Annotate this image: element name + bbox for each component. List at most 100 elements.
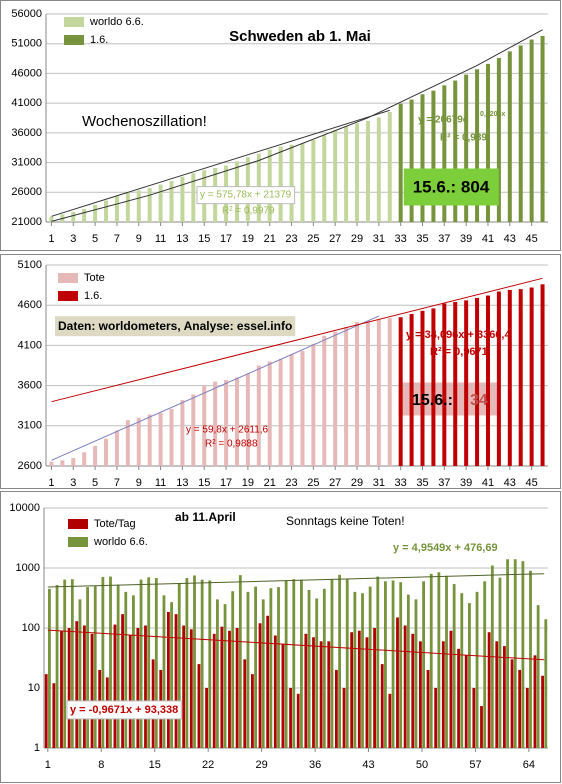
- bar: [136, 190, 141, 222]
- bar: [125, 192, 130, 222]
- bar: [503, 646, 506, 748]
- bar: [445, 575, 448, 748]
- bar: [480, 706, 483, 748]
- bar: [128, 634, 132, 748]
- bar: [485, 295, 490, 466]
- x-tick-label: 19: [242, 233, 254, 245]
- y-tick-label: 2600: [18, 460, 42, 472]
- y-tick-label: 21000: [11, 216, 42, 228]
- annotation: R² = 0,9671: [430, 346, 488, 358]
- bar: [342, 688, 346, 748]
- bar: [518, 669, 522, 748]
- bar: [434, 688, 438, 748]
- x-tick-label: 11: [155, 477, 166, 489]
- bar: [238, 575, 242, 748]
- x-tick-label: 45: [526, 477, 538, 489]
- bar: [483, 581, 487, 748]
- bar: [518, 289, 523, 466]
- bar: [541, 675, 544, 748]
- legend-label: worldo 6.6.: [89, 16, 144, 28]
- chart-title: Schweden ab 1. Mai: [229, 28, 371, 45]
- legend-label: 1.6.: [90, 34, 108, 46]
- bar: [322, 135, 327, 222]
- y-tick-label: 5100: [18, 259, 42, 271]
- bar: [361, 593, 364, 748]
- x-tick-label: 27: [329, 233, 341, 245]
- legend-label: Tote/Tag: [94, 518, 136, 530]
- bar: [536, 605, 540, 748]
- bar: [368, 586, 372, 748]
- bar: [338, 574, 341, 748]
- bar: [125, 420, 130, 466]
- bar: [93, 445, 98, 466]
- bar: [234, 377, 239, 466]
- bar: [93, 586, 97, 748]
- bar: [485, 63, 490, 222]
- x-tick-label: 5: [92, 233, 98, 245]
- legend-label: worldo 6.6.: [93, 536, 148, 548]
- bar: [506, 559, 509, 748]
- bar: [71, 211, 76, 222]
- bar: [60, 631, 63, 748]
- bar: [256, 365, 261, 466]
- x-tick-label: 21: [264, 233, 276, 245]
- bar: [355, 123, 360, 222]
- annotation: y = 4,9549x + 476,69: [393, 542, 498, 554]
- bar: [322, 335, 327, 466]
- bar: [464, 655, 468, 748]
- label-box: [66, 700, 182, 720]
- bar: [228, 630, 231, 748]
- bar: [330, 579, 334, 748]
- bar: [113, 624, 117, 748]
- bar: [104, 200, 109, 222]
- y-tick-label: 4100: [18, 339, 42, 351]
- x-tick-label: 29: [351, 233, 363, 245]
- y-tick-label: 10000: [9, 502, 40, 514]
- bar: [513, 559, 517, 748]
- bar: [124, 591, 128, 748]
- bar: [388, 693, 392, 748]
- bar: [422, 581, 425, 748]
- bar: [300, 143, 305, 222]
- bar: [304, 633, 308, 748]
- bar: [278, 359, 283, 466]
- x-tick-label: 1: [48, 477, 54, 489]
- x-tick-label: 39: [460, 477, 472, 489]
- x-tick-label: 13: [176, 477, 188, 489]
- bar: [510, 659, 514, 748]
- annotation: 15.6.:: [412, 392, 453, 409]
- legend-label: 1.6.: [84, 290, 102, 302]
- x-tick-label: 57: [469, 759, 481, 771]
- bar: [409, 314, 414, 466]
- bar: [267, 149, 272, 222]
- bar: [281, 643, 285, 748]
- x-tick-label: 43: [504, 233, 516, 245]
- x-tick-label: 37: [438, 477, 450, 489]
- annotation: 0,0206x: [480, 111, 505, 118]
- trend-line: [47, 629, 545, 661]
- y-tick-label: 1: [34, 742, 40, 754]
- bar: [147, 414, 152, 466]
- bar: [376, 576, 380, 748]
- x-tick-label: 1: [48, 233, 54, 245]
- annotation: ab 11.April: [175, 510, 236, 524]
- bar: [373, 628, 376, 748]
- bar: [212, 633, 216, 748]
- bar: [136, 417, 141, 466]
- bar: [116, 584, 120, 748]
- bar: [406, 594, 410, 748]
- bar: [121, 614, 124, 748]
- y-tick-label: 3600: [18, 380, 42, 392]
- bar: [350, 632, 354, 748]
- bar: [540, 35, 545, 222]
- bar: [224, 379, 229, 466]
- bar: [245, 373, 250, 466]
- bar: [529, 287, 534, 466]
- bar: [540, 284, 545, 466]
- x-tick-label: 3: [70, 233, 76, 245]
- bar: [114, 196, 119, 222]
- bar: [315, 598, 319, 748]
- annotation: R² = 0,989: [440, 133, 487, 144]
- bar: [475, 69, 480, 222]
- bar: [67, 628, 71, 748]
